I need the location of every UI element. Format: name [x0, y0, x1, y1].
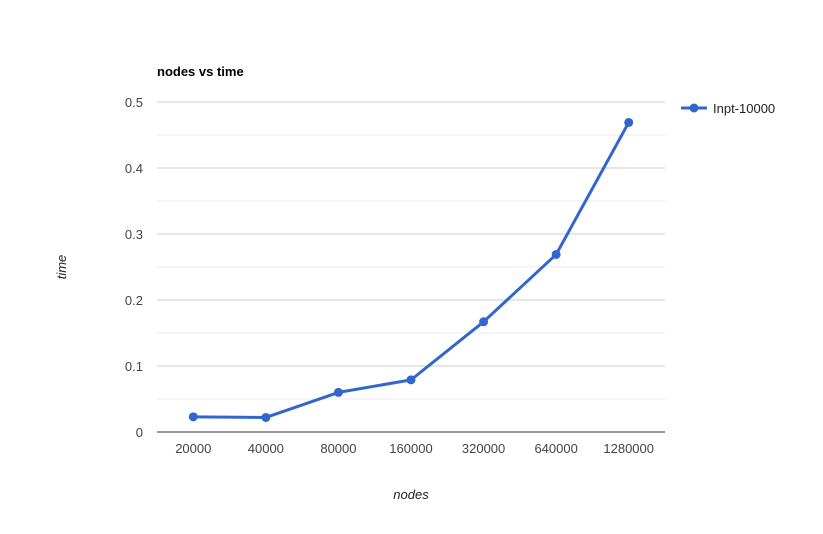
- x-tick-label: 160000: [389, 441, 432, 456]
- grid-lines: [157, 101, 665, 400]
- x-tick-label: 40000: [248, 441, 284, 456]
- y-tick-label: 0.3: [125, 227, 143, 242]
- data-point[interactable]: [261, 412, 271, 422]
- y-tick-label: 0.4: [125, 161, 143, 176]
- legend-swatch-marker: [689, 103, 699, 113]
- data-point[interactable]: [406, 375, 416, 385]
- y-tick-label: 0.5: [125, 95, 143, 110]
- x-tick-label: 1280000: [603, 441, 654, 456]
- y-tick-label: 0: [136, 425, 143, 440]
- data-point[interactable]: [551, 249, 561, 259]
- y-axis-ticks: 0 0.1 0.2 0.3 0.4 0.5: [125, 95, 143, 440]
- x-tick-label: 640000: [534, 441, 577, 456]
- chart-title: nodes vs time: [157, 64, 244, 79]
- data-point[interactable]: [624, 117, 634, 127]
- x-tick-label: 320000: [462, 441, 505, 456]
- data-point[interactable]: [333, 387, 343, 397]
- legend-label: Inpt-10000: [713, 101, 775, 116]
- y-tick-label: 0.2: [125, 293, 143, 308]
- x-axis-title: nodes: [393, 487, 429, 502]
- x-tick-label: 20000: [175, 441, 211, 456]
- series-line: [191, 120, 631, 419]
- y-tick-label: 0.1: [125, 359, 143, 374]
- data-point[interactable]: [188, 412, 198, 422]
- x-axis-ticks: 20000 40000 80000 160000 320000 640000 1280000: [175, 441, 654, 456]
- legend[interactable]: Inpt-10000: [681, 101, 775, 116]
- x-tick-label: 80000: [320, 441, 356, 456]
- data-point[interactable]: [479, 317, 489, 327]
- y-axis-title: time: [54, 255, 69, 280]
- series-group: [188, 117, 634, 422]
